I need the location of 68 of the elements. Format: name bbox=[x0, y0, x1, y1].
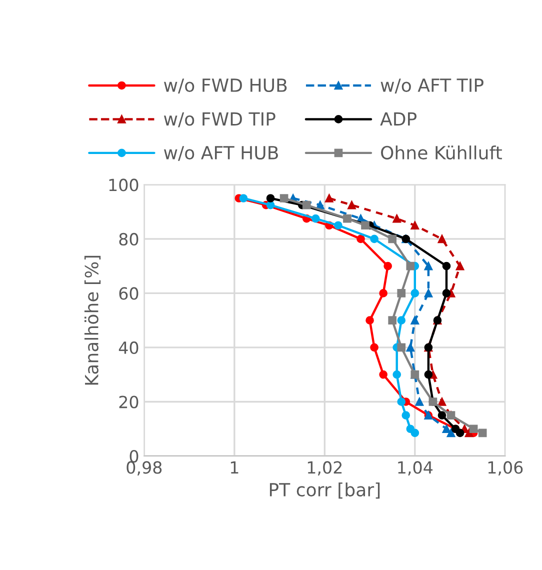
legend-label: Ohne Kühlluft bbox=[381, 146, 502, 160]
y-tick-label: 40 bbox=[118, 341, 138, 354]
point bbox=[446, 428, 456, 438]
point bbox=[410, 289, 420, 298]
point bbox=[384, 262, 392, 270]
legend-label: w/o FWD HUB bbox=[164, 78, 287, 94]
point bbox=[392, 370, 402, 379]
point bbox=[442, 289, 451, 298]
x-tick-label: 1,06 bbox=[488, 461, 523, 476]
x-tick-label: 1 bbox=[230, 461, 238, 474]
point bbox=[302, 200, 311, 210]
point bbox=[410, 221, 420, 230]
legend-label: w/o AFT HUB bbox=[164, 146, 278, 161]
x-tick-label: 1,02 bbox=[308, 461, 342, 476]
point bbox=[438, 234, 446, 244]
point bbox=[456, 262, 464, 270]
point bbox=[370, 343, 378, 352]
x-tick-label: 1,04 bbox=[398, 461, 433, 476]
point bbox=[406, 262, 415, 270]
point bbox=[410, 428, 420, 438]
point bbox=[478, 428, 487, 438]
point bbox=[397, 398, 406, 406]
y-tick-label: 100 bbox=[109, 178, 138, 192]
point bbox=[424, 289, 433, 298]
point bbox=[406, 343, 415, 352]
y-axis-title: Kanalhöhe [%] bbox=[84, 256, 101, 385]
point bbox=[311, 214, 320, 223]
point bbox=[370, 234, 378, 244]
legend-label: w/o FWD TIP bbox=[164, 112, 276, 128]
point bbox=[361, 221, 370, 230]
point bbox=[424, 262, 433, 270]
point bbox=[379, 370, 388, 379]
point bbox=[343, 214, 352, 223]
point bbox=[415, 398, 424, 406]
point bbox=[325, 194, 334, 202]
y-tick-label: 60 bbox=[119, 287, 138, 300]
point bbox=[397, 343, 406, 352]
point bbox=[266, 200, 275, 210]
legend-label: w/o AFT TIP bbox=[380, 78, 484, 94]
point bbox=[388, 316, 397, 325]
point bbox=[334, 221, 342, 230]
point bbox=[442, 424, 451, 434]
point bbox=[456, 428, 464, 438]
point bbox=[397, 289, 406, 298]
point bbox=[402, 411, 410, 420]
point bbox=[356, 234, 365, 244]
legend-label: ADP bbox=[380, 112, 417, 126]
point bbox=[366, 316, 374, 325]
point bbox=[424, 370, 433, 379]
x-tick-label: 0,98 bbox=[126, 461, 162, 476]
point bbox=[388, 234, 397, 244]
point bbox=[442, 262, 451, 270]
point bbox=[469, 424, 478, 434]
y-tick-label: 80 bbox=[119, 232, 138, 246]
point bbox=[348, 200, 356, 210]
x-axis-title: PT corr [bar] bbox=[270, 482, 380, 499]
y-tick-label: 20 bbox=[119, 396, 138, 408]
point bbox=[410, 316, 420, 325]
point bbox=[397, 316, 406, 325]
point bbox=[438, 411, 446, 420]
point bbox=[392, 214, 402, 223]
y-tick-label: 0 bbox=[130, 450, 138, 463]
point bbox=[266, 194, 275, 202]
point bbox=[464, 428, 474, 438]
point bbox=[280, 194, 288, 202]
point bbox=[239, 194, 248, 202]
point bbox=[438, 398, 446, 406]
point bbox=[379, 289, 388, 298]
